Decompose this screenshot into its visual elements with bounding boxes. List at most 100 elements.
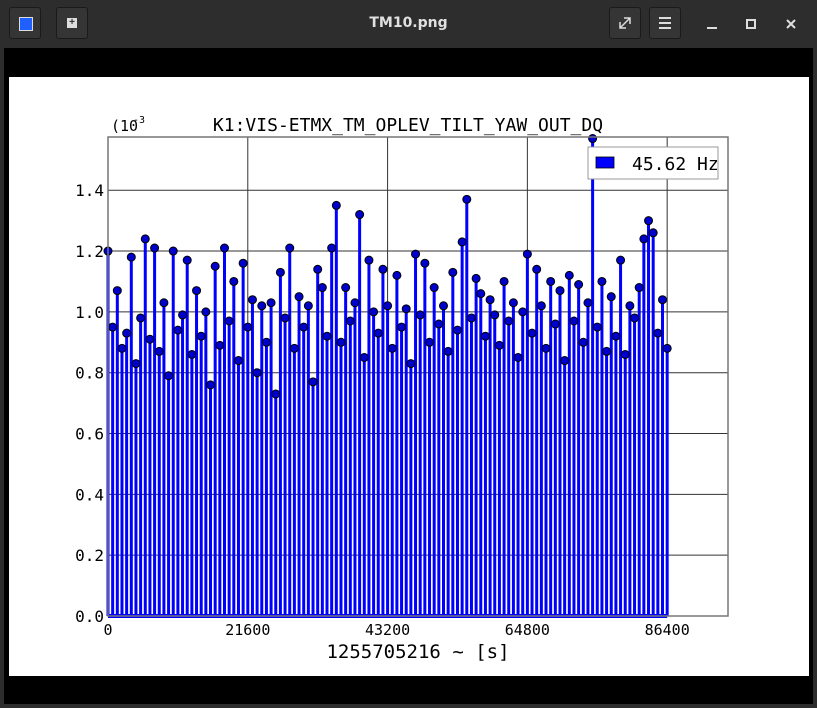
- y-tick-label: 0.2: [75, 546, 104, 565]
- window-title: TM10.png: [369, 15, 448, 31]
- y-tick-label: 1.2: [75, 242, 104, 261]
- marker: [275, 267, 285, 277]
- marker: [383, 301, 393, 311]
- marker: [252, 368, 262, 378]
- marker: [294, 292, 304, 302]
- marker: [555, 286, 565, 296]
- marker: [331, 200, 341, 210]
- marker: [327, 243, 337, 253]
- marker: [369, 307, 379, 317]
- marker: [508, 298, 518, 308]
- x-tick-label: 0: [103, 621, 112, 639]
- menu-button[interactable]: [649, 7, 681, 39]
- marker: [662, 343, 672, 353]
- marker: [606, 292, 616, 302]
- marker: [168, 246, 178, 256]
- marker: [429, 283, 439, 293]
- marker: [210, 261, 220, 271]
- plot-frame: [107, 136, 729, 617]
- marker: [443, 346, 453, 356]
- marker: [355, 210, 365, 220]
- legend-swatch: [595, 156, 615, 169]
- marker: [131, 359, 141, 369]
- marker: [215, 340, 225, 350]
- new-button[interactable]: +: [56, 7, 88, 39]
- marker: [620, 349, 630, 359]
- marker: [224, 316, 234, 326]
- marker: [425, 337, 435, 347]
- marker: [639, 234, 649, 244]
- marker: [462, 194, 472, 204]
- y-tick-label: 1.4: [75, 181, 104, 200]
- marker: [522, 249, 532, 259]
- marker: [597, 276, 607, 286]
- marker: [196, 331, 206, 341]
- marker: [480, 331, 490, 341]
- window-controls[interactable]: [700, 12, 810, 36]
- marker: [401, 304, 411, 314]
- marker: [159, 298, 169, 308]
- marker: [564, 270, 574, 280]
- marker: [387, 343, 397, 353]
- marker: [574, 280, 584, 290]
- y-tick-label: 0.0: [75, 607, 104, 626]
- y-multiplier-exp: -3: [133, 115, 145, 126]
- legend-label: 45.62 Hz: [632, 154, 719, 175]
- marker: [313, 264, 323, 274]
- marker: [434, 319, 444, 329]
- marker: [415, 310, 425, 320]
- marker: [206, 380, 216, 390]
- marker: [513, 352, 523, 362]
- y-tick-label: 0.8: [75, 364, 104, 383]
- marker: [289, 343, 299, 353]
- marker: [527, 328, 537, 338]
- marker: [308, 377, 318, 387]
- marker: [345, 316, 355, 326]
- marker: [541, 343, 551, 353]
- marker: [578, 337, 588, 347]
- marker: [373, 328, 383, 338]
- marker: [108, 322, 118, 332]
- marker: [644, 216, 654, 226]
- marker: [261, 337, 271, 347]
- marker: [257, 301, 267, 311]
- marker: [616, 255, 626, 265]
- marker: [126, 252, 136, 262]
- marker: [476, 289, 486, 299]
- marker: [182, 255, 192, 265]
- marker: [112, 286, 122, 296]
- marker: [247, 295, 257, 305]
- marker: [280, 313, 290, 323]
- marker: [518, 307, 528, 317]
- marker: [341, 283, 351, 293]
- fullscreen-button[interactable]: [609, 7, 641, 39]
- marker: [452, 325, 462, 335]
- marker: [583, 298, 593, 308]
- marker: [504, 316, 514, 326]
- marker: [266, 298, 276, 308]
- marker: [611, 331, 621, 341]
- title-bar: + TM10.png: [0, 0, 817, 48]
- marker: [117, 343, 127, 353]
- marker: [173, 325, 183, 335]
- app-button[interactable]: [9, 7, 41, 39]
- y-tick-label: 1.0: [75, 303, 104, 322]
- marker: [397, 322, 407, 332]
- marker: [592, 322, 602, 332]
- chart-title: K1:VIS-ETMX_TM_OPLEV_TILT_YAW_OUT_DQ: [213, 115, 603, 136]
- marker: [490, 310, 500, 320]
- marker: [233, 356, 243, 366]
- marker: [359, 352, 369, 362]
- marker: [532, 264, 542, 274]
- marker: [271, 389, 281, 399]
- marker: [238, 258, 248, 268]
- marker: [136, 313, 146, 323]
- marker: [336, 337, 346, 347]
- marker: [243, 322, 253, 332]
- marker: [299, 322, 309, 332]
- marker: [350, 298, 360, 308]
- y-tick-label: 0.6: [75, 425, 104, 444]
- marker: [602, 346, 612, 356]
- marker: [201, 307, 211, 317]
- marker: [420, 258, 430, 268]
